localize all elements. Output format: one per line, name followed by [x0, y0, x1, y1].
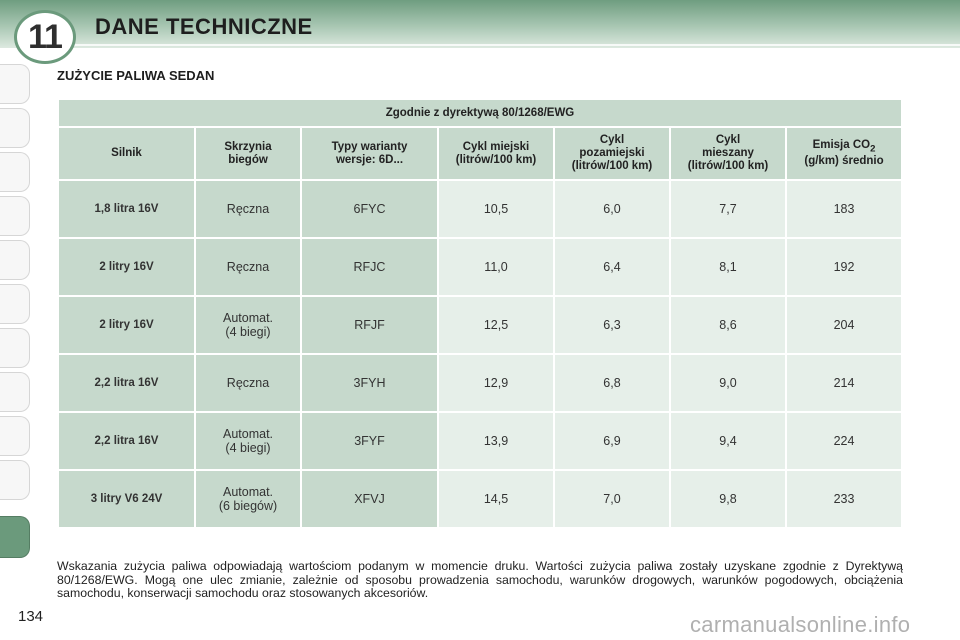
side-tab[interactable]: [0, 328, 30, 368]
cell-urban: 14,5: [439, 471, 553, 527]
cell-engine: 1,8 litra 16V: [59, 181, 194, 237]
cell-co2: 214: [787, 355, 901, 411]
cell-variant: XFVJ: [302, 471, 437, 527]
column-header-extra-urban-line1: Cykl: [599, 134, 625, 146]
column-header-urban-line2: (litrów/100 km): [455, 153, 537, 166]
cell-engine: 3 litry V6 24V: [59, 471, 194, 527]
column-header-engine: Silnik: [59, 128, 194, 179]
column-header-variant: Typy warianty wersje: 6D...: [302, 128, 437, 179]
cell-variant: RFJC: [302, 239, 437, 295]
table-row: 2 litry 16V Ręczna RFJC 11,0 6,4 8,1 192: [59, 239, 901, 295]
page-number: 134: [18, 608, 44, 625]
column-header-combined-line2: mieszany: [702, 147, 754, 159]
fuel-consumption-table: Zgodnie z dyrektywą 80/1268/EWG Silnik S…: [57, 98, 903, 529]
header-band: [0, 0, 960, 48]
column-header-co2-line1: Emisja CO2: [812, 138, 876, 155]
cell-combined: 8,6: [671, 297, 785, 353]
cell-co2: 233: [787, 471, 901, 527]
cell-variant: 3FYH: [302, 355, 437, 411]
table-row: 3 litry V6 24V Automat. (6 biegów) XFVJ 14,5…: [59, 471, 901, 527]
table-body: 1,8 litra 16V Ręczna 6FYC 10,5 6,0 7,7 183 2 li…: [59, 181, 901, 527]
column-header-urban-line1: Cykl miejski: [462, 140, 530, 153]
cell-co2: 183: [787, 181, 901, 237]
side-tab[interactable]: [0, 460, 30, 500]
side-tab[interactable]: [0, 416, 30, 456]
column-header-gearbox-line2: biegów: [228, 153, 268, 166]
side-tab[interactable]: [0, 108, 30, 148]
header-divider: [40, 44, 960, 46]
cell-engine: 2 litry 16V: [59, 297, 194, 353]
cell-gearbox: Automat. (4 biegi): [196, 297, 300, 353]
cell-gearbox: Ręczna: [196, 181, 300, 237]
column-header-extra-urban: Cykl pozamiejski (litrów/100 km): [555, 128, 669, 179]
column-header-variant-line2: wersje: 6D...: [335, 153, 404, 166]
cell-combined: 9,8: [671, 471, 785, 527]
cell-gearbox: Automat. (6 biegów): [196, 471, 300, 527]
column-header-combined: Cykl mieszany (litrów/100 km): [671, 128, 785, 179]
column-header-urban: Cykl miejski (litrów/100 km): [439, 128, 553, 179]
cell-engine: 2 litry 16V: [59, 239, 194, 295]
cell-extra-urban: 6,4: [555, 239, 669, 295]
cell-gearbox: Ręczna: [196, 355, 300, 411]
cell-extra-urban: 6,0: [555, 181, 669, 237]
table-row: 2 litry 16V Automat. (4 biegi) RFJF 12,5 6,3 8…: [59, 297, 901, 353]
cell-combined: 7,7: [671, 181, 785, 237]
chapter-number-badge: 11: [14, 10, 76, 64]
side-tab[interactable]: [0, 372, 30, 412]
column-header-co2: Emisja CO2 (g/km) średnio: [787, 128, 901, 179]
table-row: 2,2 litra 16V Automat. (4 biegi) 3FYF 13,9 6,…: [59, 413, 901, 469]
cell-combined: 9,0: [671, 355, 785, 411]
column-header-combined-line3: (litrów/100 km): [687, 160, 769, 172]
column-header-combined-line1: Cykl: [715, 134, 741, 146]
column-header-gearbox-line1: Skrzynia: [224, 140, 272, 153]
table-row: 2,2 litra 16V Ręczna 3FYH 12,9 6,8 9,0 214: [59, 355, 901, 411]
column-header-extra-urban-line2: pozamiejski: [579, 147, 645, 159]
chapter-title: DANE TECHNICZNE: [95, 14, 313, 39]
column-header-extra-urban-line3: (litrów/100 km): [571, 160, 653, 172]
cell-urban: 12,5: [439, 297, 553, 353]
cell-variant: 3FYF: [302, 413, 437, 469]
section-title: ZUŻYCIE PALIWA SEDAN: [57, 68, 215, 83]
cell-engine: 2,2 litra 16V: [59, 413, 194, 469]
cell-combined: 8,1: [671, 239, 785, 295]
side-tab[interactable]: [0, 284, 30, 324]
side-tab[interactable]: [0, 196, 30, 236]
table-header-row: Silnik Skrzynia biegów Typy warianty wersj…: [59, 128, 901, 179]
column-header-gearbox: Skrzynia biegów: [196, 128, 300, 179]
table-caption-row: Zgodnie z dyrektywą 80/1268/EWG: [59, 100, 901, 126]
cell-variant: RFJF: [302, 297, 437, 353]
cell-urban: 10,5: [439, 181, 553, 237]
cell-gearbox: Ręczna: [196, 239, 300, 295]
side-tab[interactable]: [0, 64, 30, 104]
watermark-text: carmanualsonline.info: [690, 612, 911, 637]
cell-co2: 224: [787, 413, 901, 469]
chapter-side-tabs: [0, 64, 40, 574]
table-row: 1,8 litra 16V Ręczna 6FYC 10,5 6,0 7,7 183: [59, 181, 901, 237]
cell-urban: 12,9: [439, 355, 553, 411]
cell-urban: 11,0: [439, 239, 553, 295]
column-header-co2-line2: (g/km) średnio: [804, 155, 884, 168]
cell-gearbox: Automat. (4 biegi): [196, 413, 300, 469]
column-header-variant-line1: Typy warianty: [331, 140, 408, 153]
cell-extra-urban: 6,8: [555, 355, 669, 411]
cell-variant: 6FYC: [302, 181, 437, 237]
side-tab-active[interactable]: [0, 516, 30, 558]
cell-extra-urban: 7,0: [555, 471, 669, 527]
cell-extra-urban: 6,9: [555, 413, 669, 469]
cell-co2: 192: [787, 239, 901, 295]
side-tab[interactable]: [0, 240, 30, 280]
table-caption: Zgodnie z dyrektywą 80/1268/EWG: [59, 100, 901, 126]
cell-combined: 9,4: [671, 413, 785, 469]
side-tab[interactable]: [0, 152, 30, 192]
footnote-text: Wskazania zużycia paliwa odpowiadają war…: [57, 559, 903, 600]
cell-extra-urban: 6,3: [555, 297, 669, 353]
cell-urban: 13,9: [439, 413, 553, 469]
cell-co2: 204: [787, 297, 901, 353]
cell-engine: 2,2 litra 16V: [59, 355, 194, 411]
